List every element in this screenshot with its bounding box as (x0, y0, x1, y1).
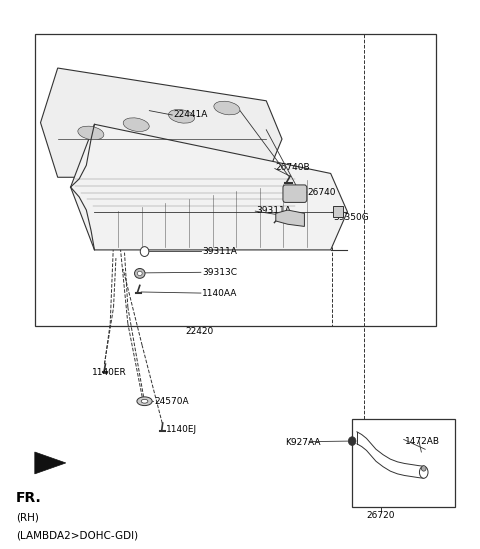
Text: 39311A: 39311A (257, 206, 291, 215)
Text: 22441A: 22441A (173, 110, 207, 119)
Text: 1140AA: 1140AA (202, 289, 237, 298)
Circle shape (348, 436, 356, 445)
Bar (352, 419, 455, 507)
Text: 39350G: 39350G (333, 212, 369, 222)
Ellipse shape (137, 397, 152, 406)
Text: 26740B: 26740B (276, 164, 311, 172)
Ellipse shape (421, 466, 426, 471)
Text: 1140EJ: 1140EJ (166, 425, 197, 434)
Ellipse shape (168, 109, 194, 123)
Text: 26720: 26720 (367, 512, 395, 520)
Polygon shape (333, 206, 343, 217)
Text: 39311A: 39311A (202, 247, 237, 256)
Polygon shape (71, 124, 348, 250)
Ellipse shape (137, 271, 142, 276)
Polygon shape (40, 68, 282, 177)
Text: 39313C: 39313C (202, 268, 237, 277)
Text: 24570A: 24570A (154, 397, 189, 406)
Ellipse shape (214, 101, 240, 115)
Ellipse shape (141, 399, 148, 403)
Text: 1140ER: 1140ER (92, 368, 127, 377)
FancyBboxPatch shape (283, 185, 307, 203)
Ellipse shape (420, 466, 428, 478)
Bar (35, 34, 436, 327)
Polygon shape (276, 210, 304, 226)
Text: K927AA: K927AA (285, 438, 321, 447)
Text: 26740: 26740 (308, 188, 336, 197)
Text: 1472AB: 1472AB (405, 436, 440, 446)
Ellipse shape (78, 126, 104, 140)
Circle shape (140, 247, 149, 256)
Text: 22420: 22420 (185, 327, 214, 337)
Text: (RH): (RH) (16, 513, 38, 523)
Ellipse shape (123, 118, 149, 131)
Polygon shape (35, 452, 66, 474)
Text: FR.: FR. (16, 491, 41, 506)
Text: (LAMBDA2>DOHC-GDI): (LAMBDA2>DOHC-GDI) (16, 530, 138, 541)
Ellipse shape (134, 268, 145, 278)
